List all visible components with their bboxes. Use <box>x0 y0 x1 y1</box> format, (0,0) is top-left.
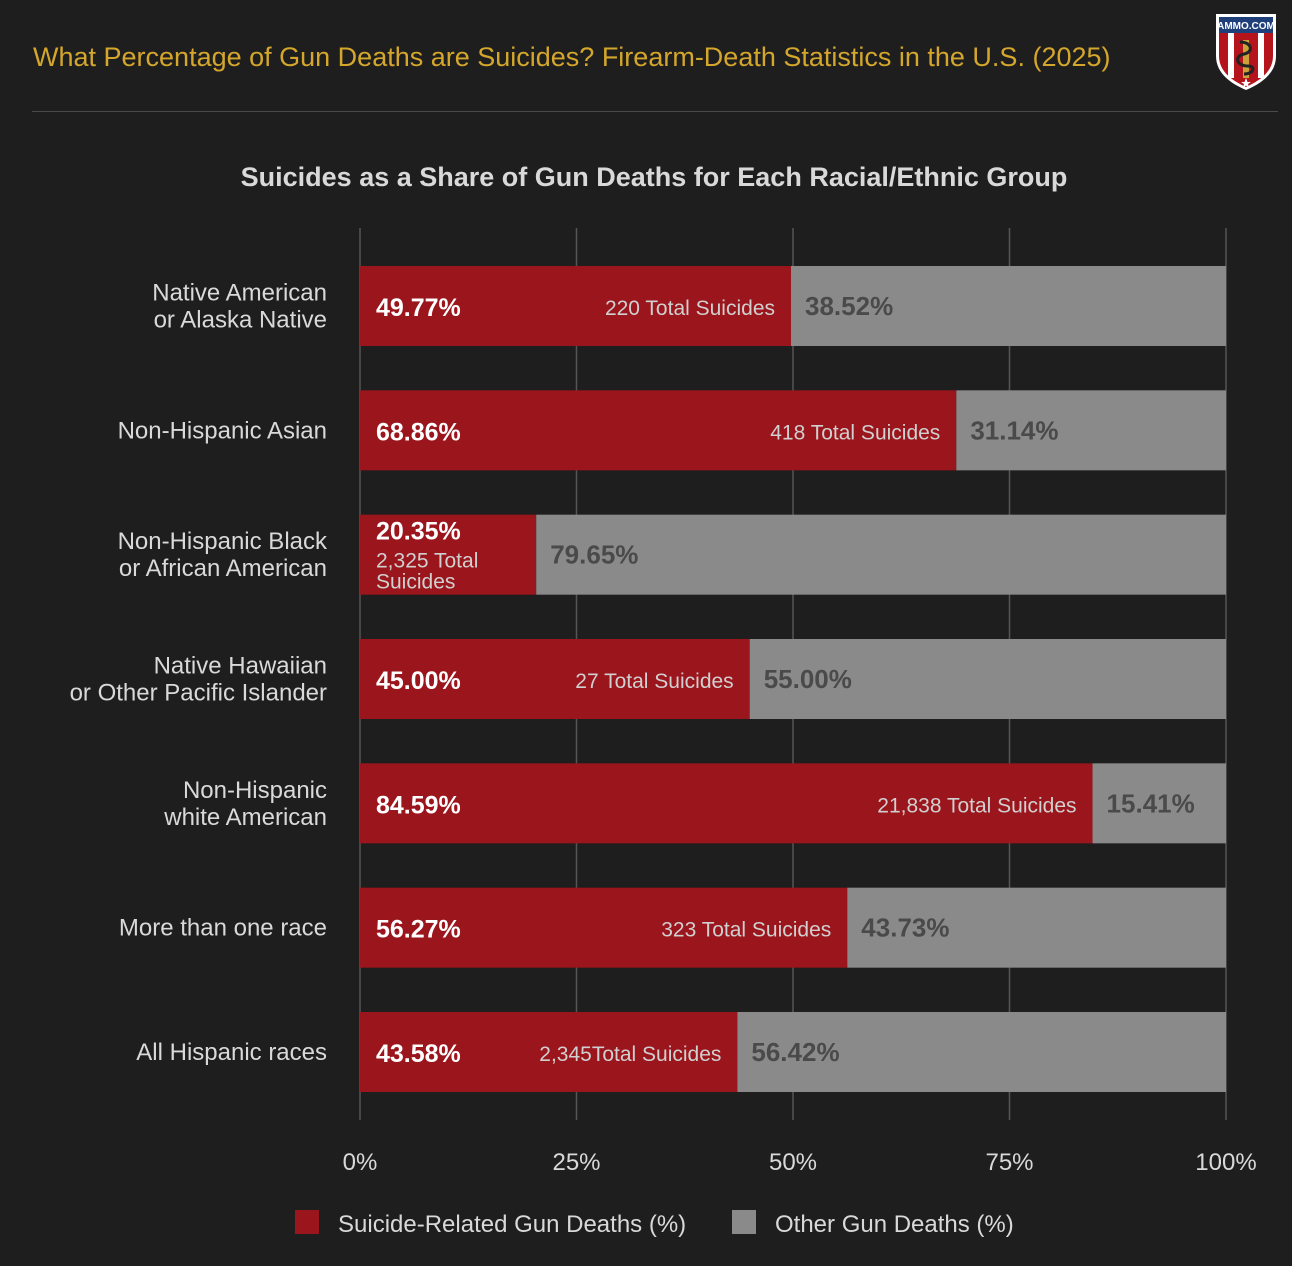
x-tick-label: 25% <box>552 1149 600 1176</box>
legend-swatch-suicide <box>295 1210 319 1234</box>
suicide-percent-label: 56.27% <box>376 916 461 944</box>
x-tick-label: 50% <box>769 1149 817 1176</box>
category-label-line: or African American <box>119 555 327 582</box>
category-label-line: or Other Pacific Islander <box>70 680 327 707</box>
other-percent-label: 56.42% <box>751 1037 839 1067</box>
category-label-line: All Hispanic races <box>136 1039 327 1066</box>
total-suicides-label: 2,325 Total Suicides <box>376 550 478 594</box>
total-suicides-label: 220 Total Suicides <box>605 297 775 320</box>
category-label: Native Hawaiian or Other Pacific Islander <box>70 653 327 707</box>
category-label-line: or Alaska Native <box>154 307 327 334</box>
category-label: More than one race <box>119 915 327 942</box>
category-label: All Hispanic races <box>136 1039 327 1066</box>
x-tick-label: 0% <box>343 1149 378 1176</box>
page-title: What Percentage of Gun Deaths are Suicid… <box>33 42 1111 72</box>
legend-label-other: Other Gun Deaths (%) <box>775 1211 1014 1238</box>
suicide-percent-label: 45.00% <box>376 667 461 695</box>
other-percent-label: 38.52% <box>805 291 893 321</box>
x-tick-label: 100% <box>1195 1149 1256 1176</box>
category-label: Non-Hispanic Asian <box>118 417 327 444</box>
category-label-line: white American <box>163 804 327 831</box>
other-percent-label: 79.65% <box>550 540 638 570</box>
category-label: Non-Hispanic white American <box>163 777 327 831</box>
suicide-percent-label: 49.77% <box>376 294 461 322</box>
bar-suicide <box>360 514 537 595</box>
bar-suicide <box>360 887 848 968</box>
suicide-percent-label: 84.59% <box>376 791 461 819</box>
bar-other <box>749 639 1226 719</box>
x-tick-label: 75% <box>985 1149 1033 1176</box>
bar-other <box>536 514 1226 595</box>
bar-suicide <box>360 639 750 719</box>
total-suicides-line: 2,325 Total <box>376 550 478 573</box>
legend-label-suicide: Suicide-Related Gun Deaths (%) <box>338 1211 686 1238</box>
total-suicides-label: 21,838 Total Suicides <box>877 794 1076 817</box>
category-label-line: Non-Hispanic Asian <box>118 417 327 444</box>
total-suicides-label: 2,345Total Suicides <box>539 1043 721 1066</box>
total-suicides-label: 418 Total Suicides <box>770 421 940 444</box>
legend-swatch-other <box>732 1210 756 1234</box>
category-label-line: Non-Hispanic <box>183 777 327 804</box>
bar-suicide <box>360 1012 738 1092</box>
bar-other <box>1092 763 1226 844</box>
other-percent-label: 55.00% <box>764 664 852 694</box>
svg-text:AMMO.COM: AMMO.COM <box>1217 21 1275 32</box>
category-label-line: Non-Hispanic Black <box>118 528 328 555</box>
category-label-line: Native American <box>152 280 327 307</box>
category-label-line: Native Hawaiian <box>154 653 327 680</box>
bar-other <box>791 266 1226 346</box>
ammo-com-logo: AMMO.COM <box>1216 14 1276 90</box>
category-label: Non-Hispanic Black or African American <box>118 528 328 582</box>
total-suicides-line: Suicides <box>376 571 455 594</box>
suicide-percent-label: 68.86% <box>376 418 461 446</box>
bar-other <box>956 390 1226 471</box>
bar-other <box>737 1012 1226 1092</box>
category-label-line: More than one race <box>119 915 327 942</box>
bar-suicide <box>360 763 1093 844</box>
legend: Suicide-Related Gun Deaths (%) Other Gun… <box>295 1210 1014 1238</box>
category-label: Native American or Alaska Native <box>152 280 327 334</box>
bar-suicide <box>360 390 957 471</box>
divider <box>32 111 1278 112</box>
total-suicides-label: 323 Total Suicides <box>661 919 831 942</box>
other-percent-label: 15.41% <box>1107 788 1195 818</box>
other-percent-label: 43.73% <box>861 913 949 943</box>
bar-suicide <box>360 266 792 346</box>
bar-other <box>847 887 1226 968</box>
total-suicides-label: 27 Total Suicides <box>575 670 733 693</box>
suicide-percent-label: 43.58% <box>376 1040 461 1068</box>
chart-title: Suicides as a Share of Gun Deaths for Ea… <box>241 162 1068 192</box>
other-percent-label: 31.14% <box>970 415 1058 445</box>
suicide-percent-label: 20.35% <box>376 518 461 546</box>
